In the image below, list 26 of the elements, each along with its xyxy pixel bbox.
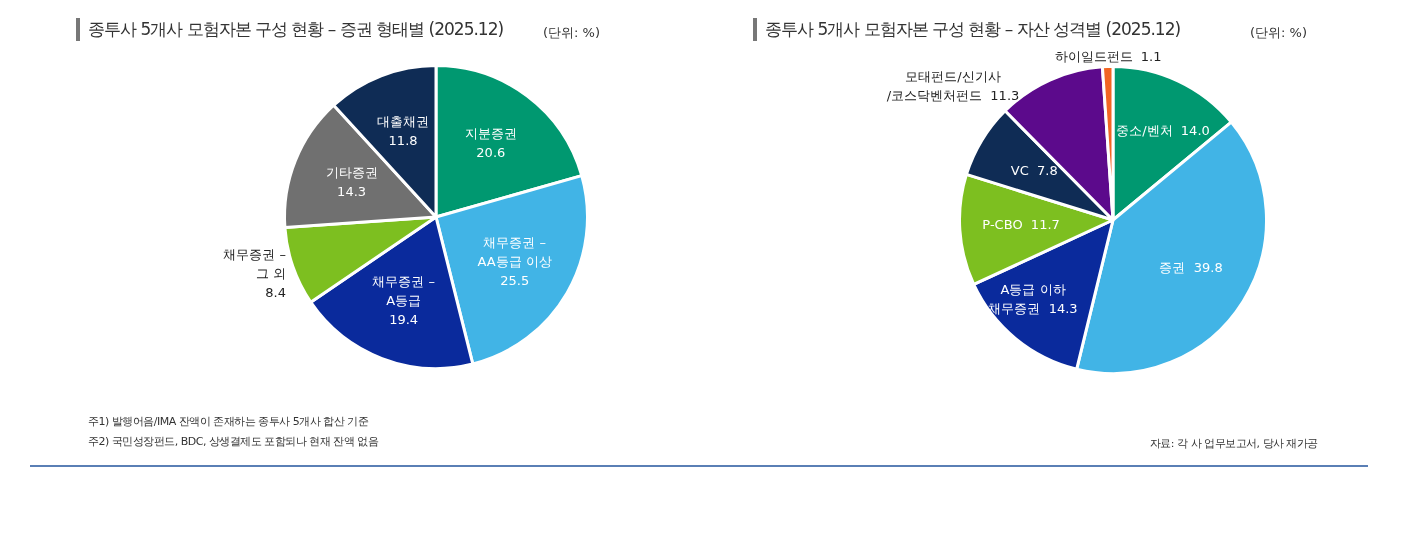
text: 주2) 국민성장펀드, BDC, 상생결제도 포함되나 현재 잔액 없음 (88, 434, 379, 449)
data-label: 25.5 (500, 272, 530, 288)
slice-label: 채무증권 – AA등급 이상 (477, 234, 552, 269)
data-label: 8.4 (265, 285, 286, 301)
chart-title: 종투사 5개사 모험자본 구성 현황 – 자산 성격별 (2025.12) (753, 18, 1181, 41)
slice-label: P-CBO 11.7 (982, 217, 1060, 233)
slice-label: 모태펀드/신기사 /코스닥벤처펀드 11.3 (886, 68, 1020, 103)
chart-subtitle: (단위: %) (543, 24, 601, 42)
data-label: 20.6 (476, 145, 506, 161)
slice-label: 증권 39.8 (1159, 260, 1223, 276)
chart-title: 종투사 5개사 모험자본 구성 현황 – 증권 형태별 (2025.12) (76, 18, 504, 41)
slice-label: 기타증권 (325, 165, 378, 181)
slice-label: 지분증권 (464, 126, 517, 142)
text: 자료: 각 사 업무보고서, 당사 재가공 (1149, 436, 1318, 451)
text: 주1) 발행어음/IMA 잔액이 존재하는 종투사 5개사 합산 기준 (88, 414, 369, 429)
slice-label: A등급 이하 채무증권 14.3 (988, 281, 1078, 316)
data-label: 19.4 (389, 312, 419, 328)
data-label: 14.3 (337, 184, 367, 200)
slice-label: 중소/벤처 14.0 (1116, 123, 1210, 139)
chart-subtitle: (단위: %) (1250, 24, 1308, 42)
data-label: 11.8 (388, 133, 418, 149)
slice-label: 채무증권 – A등급 (372, 274, 435, 309)
slice-label: VC 7.8 (1010, 163, 1058, 179)
slice-label: 채무증권 – 그 외 (223, 247, 286, 282)
slice-label: 대출채권 (377, 114, 430, 130)
slice-label: 하이일드펀드 1.1 (1054, 49, 1162, 65)
